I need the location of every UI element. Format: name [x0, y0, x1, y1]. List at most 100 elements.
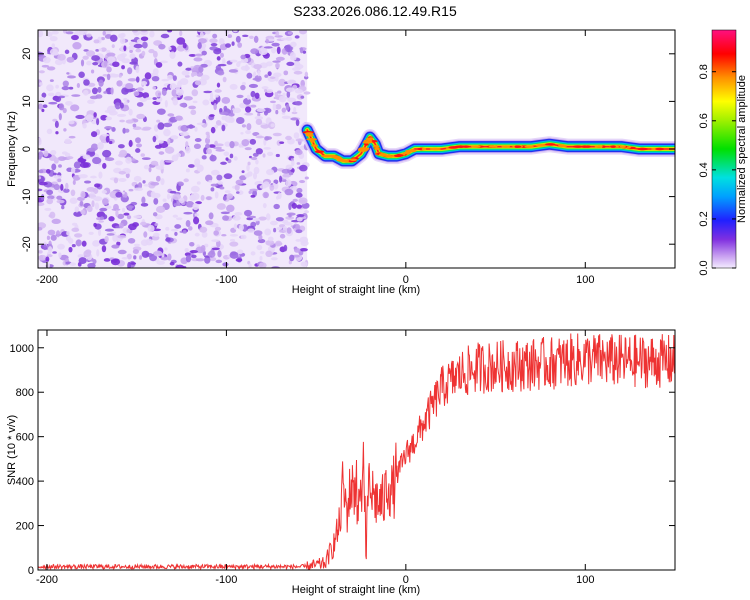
noise-speckle [280, 37, 289, 41]
noise-speckle [167, 30, 173, 33]
colorbar-gradient [711, 29, 737, 269]
noise-speckle [106, 52, 116, 57]
noise-speckle [161, 78, 170, 82]
noise-speckle [291, 202, 298, 209]
noise-speckle [210, 183, 218, 187]
noise-speckle [175, 217, 183, 221]
noise-speckle [253, 166, 260, 175]
noise-speckle [229, 153, 234, 159]
noise-speckle [209, 154, 217, 162]
noise-speckle [140, 221, 147, 226]
noise-speckle [92, 61, 99, 66]
noise-speckle [194, 53, 203, 57]
noise-speckle [65, 182, 69, 190]
noise-speckle [299, 164, 308, 172]
noise-speckle [194, 213, 200, 217]
noise-speckle [281, 168, 291, 174]
signal-trace [299, 122, 675, 169]
noise-speckle [270, 257, 278, 261]
noise-speckle [172, 75, 177, 82]
signal-hotspot [580, 145, 589, 148]
top-x-ticks: -200 -100 0 100 [36, 30, 594, 286]
noise-speckle [133, 91, 140, 97]
noise-speckle [229, 83, 238, 90]
noise-speckle [164, 99, 168, 108]
noise-speckle [124, 88, 134, 93]
noise-speckle [286, 212, 296, 216]
noise-speckle [164, 146, 175, 154]
noise-speckle [106, 233, 115, 236]
noise-speckle [201, 50, 207, 56]
noise-speckle [270, 123, 275, 128]
noise-speckle [145, 97, 152, 101]
noise-speckle [106, 73, 111, 81]
noise-speckle [136, 102, 144, 107]
noise-speckle [94, 183, 101, 188]
noise-speckle [83, 89, 89, 96]
noise-speckle [45, 168, 51, 174]
noise-speckle [289, 185, 298, 191]
noise-speckle [43, 150, 49, 157]
noise-speckle [86, 33, 92, 38]
noise-speckle [127, 206, 133, 211]
noise-speckle [113, 177, 119, 184]
noise-speckle [104, 126, 113, 130]
noise-speckle [300, 261, 308, 267]
noise-speckle [265, 39, 270, 44]
noise-speckle [192, 203, 199, 211]
noise-speckle [71, 227, 80, 232]
noise-speckle [142, 92, 150, 99]
noise-speckle [155, 96, 163, 103]
noise-speckle [283, 244, 288, 252]
noise-speckle [281, 115, 291, 119]
bottom-y-tick-label: 400 [16, 476, 34, 488]
noise-speckle [181, 70, 190, 76]
noise-speckle [223, 173, 233, 180]
noise-speckle [128, 45, 135, 51]
noise-speckle [193, 143, 201, 149]
noise-speckle [248, 83, 259, 89]
noise-speckle [223, 151, 230, 156]
noise-speckle [130, 262, 137, 265]
noise-speckle [81, 240, 87, 247]
noise-speckle [252, 77, 261, 81]
noise-speckle [253, 230, 263, 236]
noise-speckle [214, 226, 222, 231]
noise-speckle [262, 202, 267, 209]
noise-speckle [52, 251, 57, 254]
noise-speckle [177, 61, 183, 67]
noise-speckle [246, 217, 254, 221]
noise-speckle [46, 84, 54, 92]
noise-speckle [179, 197, 185, 204]
noise-speckle [68, 135, 76, 139]
noise-speckle [293, 70, 303, 75]
noise-speckle [183, 178, 189, 183]
noise-speckle [117, 249, 127, 255]
signal-hotspot [349, 158, 357, 162]
noise-speckle [125, 119, 135, 124]
noise-speckle [286, 61, 295, 66]
noise-speckle [121, 65, 125, 70]
noise-speckle [49, 36, 58, 42]
noise-speckle [250, 90, 256, 98]
noise-speckle [57, 178, 62, 183]
signal-hotspot [619, 145, 626, 149]
noise-speckle [206, 133, 211, 140]
noise-speckle [285, 104, 290, 111]
noise-speckle [213, 48, 222, 55]
noise-speckle [300, 79, 305, 88]
signal-hotspot [310, 140, 316, 143]
noise-speckle [188, 105, 196, 110]
noise-speckle [296, 187, 303, 194]
noise-speckle [218, 38, 225, 45]
noise-speckle [38, 176, 42, 180]
noise-speckle [293, 132, 300, 139]
noise-speckle [194, 126, 198, 132]
noise-speckle [286, 91, 291, 98]
signal-hotspot [311, 144, 318, 147]
noise-speckle [294, 101, 303, 106]
noise-speckle [278, 229, 287, 233]
noise-speckle [46, 66, 56, 71]
noise-speckle [217, 181, 224, 185]
colorbar-label: Normalized spectral amplitude [736, 75, 748, 223]
